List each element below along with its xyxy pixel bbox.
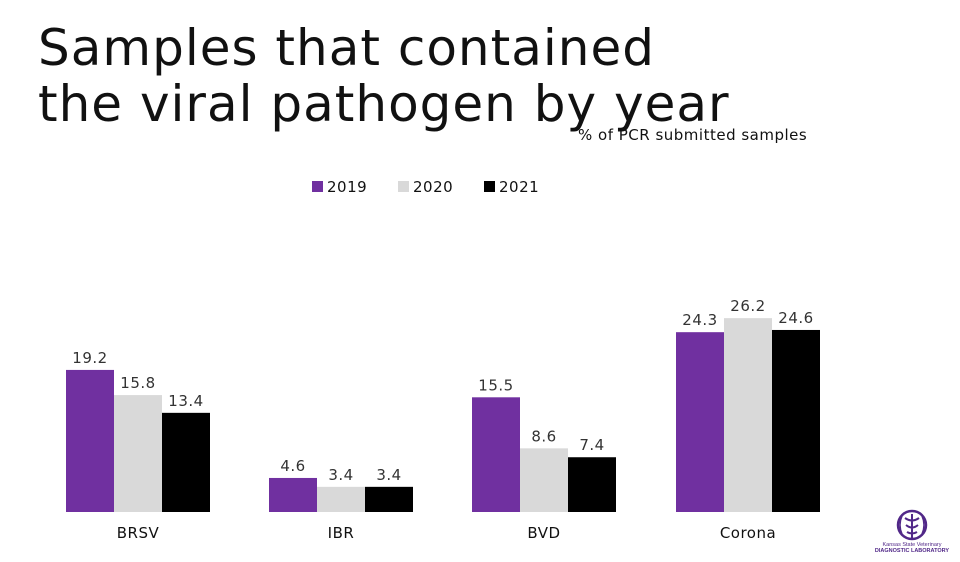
bar-corona-2020 — [724, 318, 772, 512]
bar-ibr-2020 — [317, 486, 365, 512]
bar-brsv-2019 — [66, 369, 114, 512]
bar-corona-2021 — [772, 329, 820, 512]
chart-title-line-2: the viral pathogen by year — [38, 75, 730, 133]
bar-brsv-2020 — [114, 395, 162, 512]
data-label-ibr-2021: 3.4 — [376, 466, 401, 484]
data-label-brsv-2021: 13.4 — [168, 392, 203, 410]
data-label-ibr-2020: 3.4 — [328, 466, 353, 484]
bar-bvd-2019 — [472, 397, 520, 512]
legend-label-2021: 2021 — [499, 178, 539, 196]
data-label-brsv-2019: 19.2 — [72, 349, 107, 367]
chart-title-line-1: Samples that contained — [38, 19, 655, 77]
legend-label-2019: 2019 — [327, 178, 367, 196]
legend-label-2020: 2020 — [413, 178, 453, 196]
bar-corona-2019 — [676, 332, 724, 512]
logo-text: Kansas State Veterinary DIAGNOSTIC LABOR… — [872, 542, 952, 554]
category-label-bvd: BVD — [527, 524, 560, 542]
category-label-corona: Corona — [720, 524, 776, 542]
data-label-bvd-2021: 7.4 — [579, 436, 604, 454]
legend-swatch-2019 — [312, 181, 323, 192]
logo-text-line-1: Kansas State Veterinary — [882, 542, 942, 548]
category-label-brsv: BRSV — [117, 524, 160, 542]
data-label-bvd-2020: 8.6 — [531, 427, 556, 445]
logo-text-line-2: DIAGNOSTIC LABORATORY — [874, 548, 950, 554]
bar-bvd-2021 — [568, 457, 616, 512]
ksu-vdl-logo: Kansas State Veterinary DIAGNOSTIC LABOR… — [872, 508, 952, 558]
legend-swatch-2020 — [398, 181, 409, 192]
category-label-ibr: IBR — [328, 524, 355, 542]
legend-swatch-2021 — [484, 181, 495, 192]
bar-ibr-2021 — [365, 486, 413, 512]
bar-ibr-2019 — [269, 477, 317, 512]
data-label-brsv-2020: 15.8 — [120, 374, 155, 392]
caduceus-icon — [896, 509, 928, 541]
data-label-ibr-2019: 4.6 — [280, 457, 305, 475]
data-label-corona-2020: 26.2 — [730, 297, 765, 315]
bar-bvd-2020 — [520, 448, 568, 512]
chart-title: Samples that contained the viral pathoge… — [38, 20, 730, 132]
data-label-corona-2019: 24.3 — [682, 311, 717, 329]
chart-subtitle: % of PCR submitted samples — [578, 126, 808, 144]
data-label-corona-2021: 24.6 — [778, 309, 813, 327]
data-label-bvd-2019: 15.5 — [478, 376, 513, 394]
bar-brsv-2021 — [162, 412, 210, 512]
